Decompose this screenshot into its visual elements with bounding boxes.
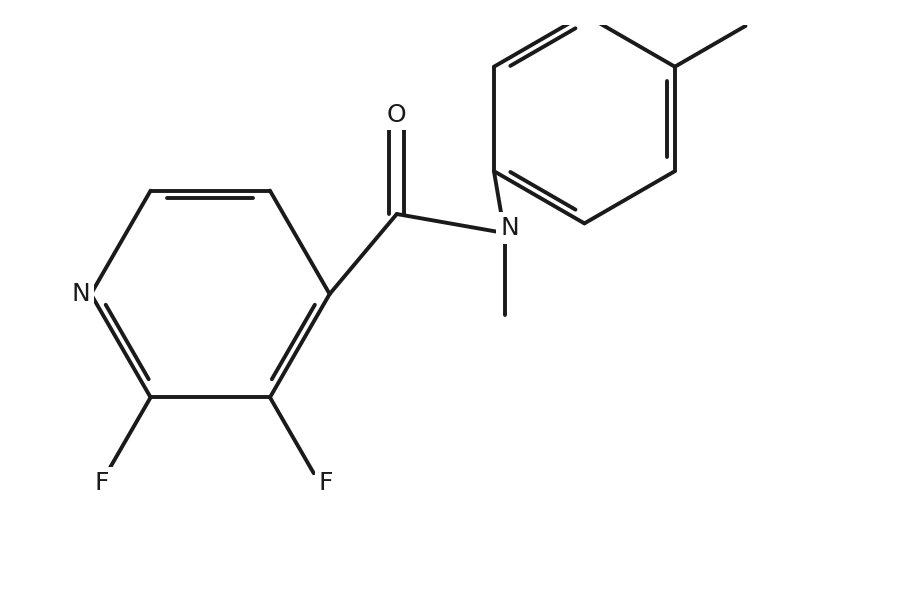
Text: F: F	[319, 471, 333, 495]
Text: N: N	[72, 282, 91, 306]
Text: F: F	[94, 471, 109, 495]
Text: O: O	[387, 102, 407, 127]
Text: N: N	[500, 216, 519, 240]
